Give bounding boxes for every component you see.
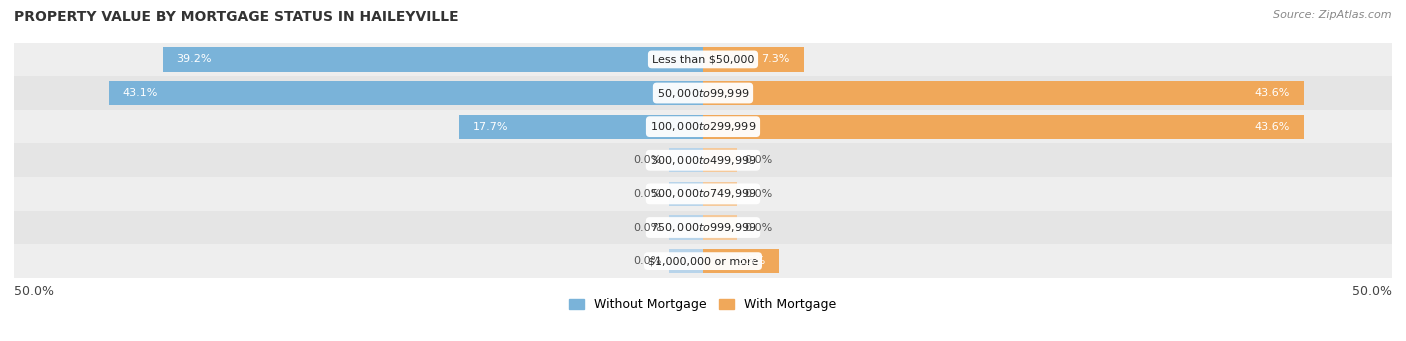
- Text: 0.0%: 0.0%: [744, 223, 772, 233]
- Bar: [669, 148, 703, 172]
- Text: PROPERTY VALUE BY MORTGAGE STATUS IN HAILEYVILLE: PROPERTY VALUE BY MORTGAGE STATUS IN HAI…: [14, 10, 458, 24]
- Text: 0.0%: 0.0%: [744, 189, 772, 199]
- Bar: [14, 110, 1392, 144]
- Text: $1,000,000 or more: $1,000,000 or more: [648, 256, 758, 266]
- Text: 0.0%: 0.0%: [634, 256, 662, 266]
- Text: 0.0%: 0.0%: [634, 223, 662, 233]
- Text: $300,000 to $499,999: $300,000 to $499,999: [650, 154, 756, 167]
- Bar: [703, 249, 779, 273]
- Text: 0.0%: 0.0%: [634, 155, 662, 165]
- Bar: [703, 182, 738, 206]
- Text: $750,000 to $999,999: $750,000 to $999,999: [650, 221, 756, 234]
- Text: 43.6%: 43.6%: [1254, 122, 1289, 132]
- Text: $50,000 to $99,999: $50,000 to $99,999: [657, 87, 749, 100]
- Text: 0.0%: 0.0%: [744, 155, 772, 165]
- Bar: [110, 81, 703, 105]
- Bar: [14, 144, 1392, 177]
- Text: $100,000 to $299,999: $100,000 to $299,999: [650, 120, 756, 133]
- Text: Less than $50,000: Less than $50,000: [652, 55, 754, 64]
- Legend: Without Mortgage, With Mortgage: Without Mortgage, With Mortgage: [564, 293, 842, 316]
- Text: 17.7%: 17.7%: [472, 122, 509, 132]
- Bar: [703, 115, 1303, 139]
- Text: Source: ZipAtlas.com: Source: ZipAtlas.com: [1274, 10, 1392, 20]
- Bar: [669, 249, 703, 273]
- Bar: [703, 148, 738, 172]
- Bar: [460, 115, 703, 139]
- Text: 43.1%: 43.1%: [122, 88, 159, 98]
- Bar: [703, 47, 804, 72]
- Text: 39.2%: 39.2%: [177, 55, 212, 64]
- Bar: [14, 177, 1392, 211]
- Text: $500,000 to $749,999: $500,000 to $749,999: [650, 188, 756, 201]
- Bar: [163, 47, 703, 72]
- Bar: [703, 216, 738, 240]
- Text: 0.0%: 0.0%: [634, 189, 662, 199]
- Text: 50.0%: 50.0%: [14, 285, 53, 298]
- Bar: [14, 43, 1392, 76]
- Text: 5.5%: 5.5%: [737, 256, 765, 266]
- Text: 50.0%: 50.0%: [1353, 285, 1392, 298]
- Bar: [14, 244, 1392, 278]
- Bar: [669, 216, 703, 240]
- Text: 7.3%: 7.3%: [762, 55, 790, 64]
- Text: 43.6%: 43.6%: [1254, 88, 1289, 98]
- Bar: [14, 211, 1392, 244]
- Bar: [14, 76, 1392, 110]
- Bar: [669, 182, 703, 206]
- Bar: [703, 81, 1303, 105]
